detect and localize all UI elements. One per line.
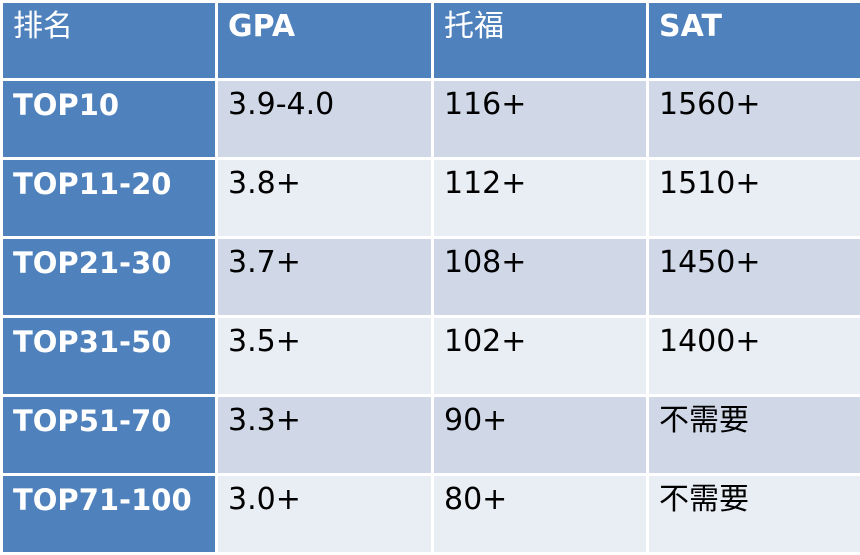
header-rank: 排名 bbox=[2, 2, 217, 80]
sat-cell: 1400+ bbox=[648, 317, 860, 396]
toefl-cell: 102+ bbox=[433, 317, 648, 396]
rank-cell: TOP31-50 bbox=[2, 317, 217, 396]
gpa-cell: 3.3+ bbox=[217, 396, 433, 475]
gpa-cell: 3.5+ bbox=[217, 317, 433, 396]
rank-cell: TOP10 bbox=[2, 80, 217, 159]
table-row: TOP31-50 3.5+ 102+ 1400+ bbox=[2, 317, 860, 396]
toefl-cell: 108+ bbox=[433, 238, 648, 317]
rank-cell: TOP71-100 bbox=[2, 475, 217, 554]
rank-cell: TOP21-30 bbox=[2, 238, 217, 317]
rank-cell: TOP51-70 bbox=[2, 396, 217, 475]
toefl-cell: 90+ bbox=[433, 396, 648, 475]
gpa-cell: 3.8+ bbox=[217, 159, 433, 238]
sat-cell: 不需要 bbox=[648, 475, 860, 554]
toefl-cell: 116+ bbox=[433, 80, 648, 159]
table-header-row: 排名 GPA 托福 SAT bbox=[2, 2, 860, 80]
gpa-cell: 3.0+ bbox=[217, 475, 433, 554]
sat-cell: 1450+ bbox=[648, 238, 860, 317]
gpa-cell: 3.7+ bbox=[217, 238, 433, 317]
table-row: TOP51-70 3.3+ 90+ 不需要 bbox=[2, 396, 860, 475]
sat-cell: 1560+ bbox=[648, 80, 860, 159]
table-row: TOP21-30 3.7+ 108+ 1450+ bbox=[2, 238, 860, 317]
header-gpa: GPA bbox=[217, 2, 433, 80]
sat-cell: 不需要 bbox=[648, 396, 860, 475]
header-toefl: 托福 bbox=[433, 2, 648, 80]
rank-cell: TOP11-20 bbox=[2, 159, 217, 238]
toefl-cell: 112+ bbox=[433, 159, 648, 238]
table-row: TOP71-100 3.0+ 80+ 不需要 bbox=[2, 475, 860, 554]
gpa-cell: 3.9-4.0 bbox=[217, 80, 433, 159]
toefl-cell: 80+ bbox=[433, 475, 648, 554]
header-sat: SAT bbox=[648, 2, 860, 80]
table-row: TOP11-20 3.8+ 112+ 1510+ bbox=[2, 159, 860, 238]
sat-cell: 1510+ bbox=[648, 159, 860, 238]
table-row: TOP10 3.9-4.0 116+ 1560+ bbox=[2, 80, 860, 159]
